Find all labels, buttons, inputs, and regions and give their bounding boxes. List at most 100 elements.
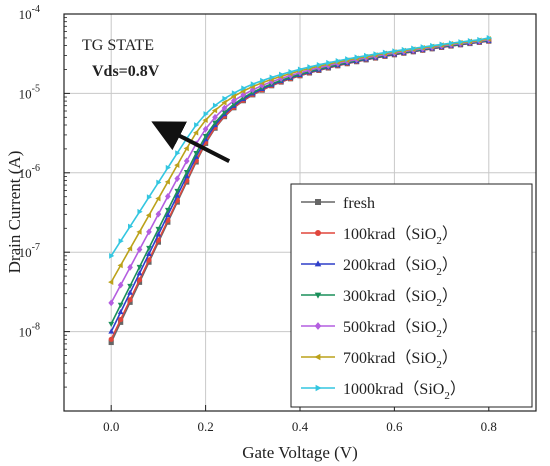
data-point	[231, 90, 238, 96]
data-point	[175, 150, 181, 156]
data-point	[146, 194, 153, 200]
data-point	[240, 91, 247, 99]
data-point	[288, 68, 294, 75]
legend-item: 500krad（SiO2）	[301, 318, 458, 340]
legend-item: 100krad（SiO2）	[301, 225, 458, 247]
y-tick-exponent: -7	[32, 242, 40, 253]
legend-label-suffix: ）	[442, 349, 458, 367]
y-axis-label: Drain Current (A)	[5, 151, 24, 274]
legend-swatch-marker	[315, 230, 321, 236]
data-point	[467, 37, 474, 44]
legend-label-suffix: ）	[442, 225, 458, 243]
data-point	[164, 192, 171, 200]
legend-item: fresh	[301, 195, 375, 212]
data-point	[146, 245, 152, 252]
data-point	[117, 262, 123, 269]
data-point	[127, 283, 133, 290]
legend-swatch-marker	[314, 322, 322, 330]
data-point	[326, 59, 332, 66]
data-point	[128, 223, 134, 230]
data-point	[212, 120, 218, 126]
data-point	[108, 336, 114, 342]
data-point	[221, 110, 228, 116]
data-point	[164, 178, 170, 185]
data-point	[212, 113, 218, 121]
data-point	[240, 95, 247, 101]
data-point	[146, 228, 152, 236]
legend-label-suffix: ）	[442, 287, 458, 305]
annotation-vds: Vds=0.8V	[92, 63, 160, 80]
data-point	[249, 86, 256, 94]
data-point	[145, 212, 152, 219]
data-point	[108, 279, 114, 285]
legend-label-subscript: 2	[436, 359, 442, 371]
x-tick-label: 0.2	[197, 419, 213, 434]
legend-label: 100krad（SiO2）	[343, 225, 458, 247]
legend-label: 200krad（SiO2）	[343, 256, 458, 278]
data-point	[458, 39, 464, 45]
data-point	[118, 316, 124, 323]
data-point	[269, 74, 275, 81]
data-point	[316, 61, 322, 68]
data-point	[108, 328, 115, 334]
y-tick-exponent: -4	[32, 4, 40, 15]
trend-arrow	[151, 121, 231, 163]
data-point	[420, 44, 426, 50]
data-point	[156, 179, 162, 186]
data-point	[411, 45, 417, 52]
data-point	[373, 51, 379, 57]
data-point	[260, 77, 266, 84]
data-point	[108, 299, 115, 307]
data-point	[193, 151, 200, 157]
data-point	[477, 36, 483, 43]
x-axis-ticks: 0.0 0.2 0.4 0.6 0.8	[103, 405, 497, 434]
legend: fresh 100krad（SiO2） 200krad（SiO2） 300krad（S…	[290, 183, 533, 408]
x-tick-label: 0.4	[292, 419, 309, 434]
legend-label-suffix: ）	[442, 318, 458, 336]
y-tick-label: 10-5	[19, 83, 40, 101]
data-point	[174, 175, 181, 183]
data-point	[486, 35, 492, 41]
data-point	[307, 64, 313, 70]
data-point	[430, 42, 436, 49]
legend-label-subscript: 2	[436, 297, 442, 309]
series-layer	[108, 35, 492, 346]
data-point	[164, 207, 171, 214]
data-point	[382, 49, 389, 56]
data-point	[136, 246, 143, 253]
data-point	[137, 208, 143, 215]
legend-swatch-marker	[315, 199, 321, 205]
data-point	[117, 302, 124, 309]
data-point	[279, 71, 285, 78]
data-point	[174, 162, 180, 168]
data-point	[146, 250, 152, 256]
data-point	[174, 192, 181, 198]
data-point	[231, 102, 237, 108]
legend-swatch-marker	[314, 260, 322, 267]
legend-item: 700krad（SiO2）	[301, 349, 458, 371]
data-point	[127, 289, 133, 295]
y-tick-label: 10-8	[19, 322, 40, 340]
data-point	[109, 252, 115, 259]
data-point	[155, 231, 162, 237]
y-tick-exponent: -5	[32, 83, 40, 94]
legend-label-suffix: ）	[450, 380, 466, 398]
data-point	[448, 40, 455, 47]
legend-label: 300krad（SiO2）	[343, 287, 458, 309]
data-point	[183, 157, 190, 165]
legend-item: 1000krad（SiO2）	[301, 380, 466, 402]
data-point	[221, 99, 227, 106]
y-tick-exponent: -6	[32, 163, 40, 174]
data-point	[127, 263, 133, 271]
annotation-state: TG STATE	[82, 37, 154, 54]
data-point	[202, 117, 208, 124]
legend-item: 300krad（SiO2）	[301, 287, 458, 309]
data-point	[335, 57, 341, 64]
legend-label: fresh	[343, 195, 375, 212]
x-tick-label: 0.8	[481, 419, 497, 434]
x-axis-label: Gate Voltage (V)	[242, 443, 358, 462]
data-point	[164, 211, 171, 218]
legend-swatch-marker	[314, 353, 321, 361]
data-point	[155, 226, 162, 233]
data-point	[136, 270, 143, 276]
